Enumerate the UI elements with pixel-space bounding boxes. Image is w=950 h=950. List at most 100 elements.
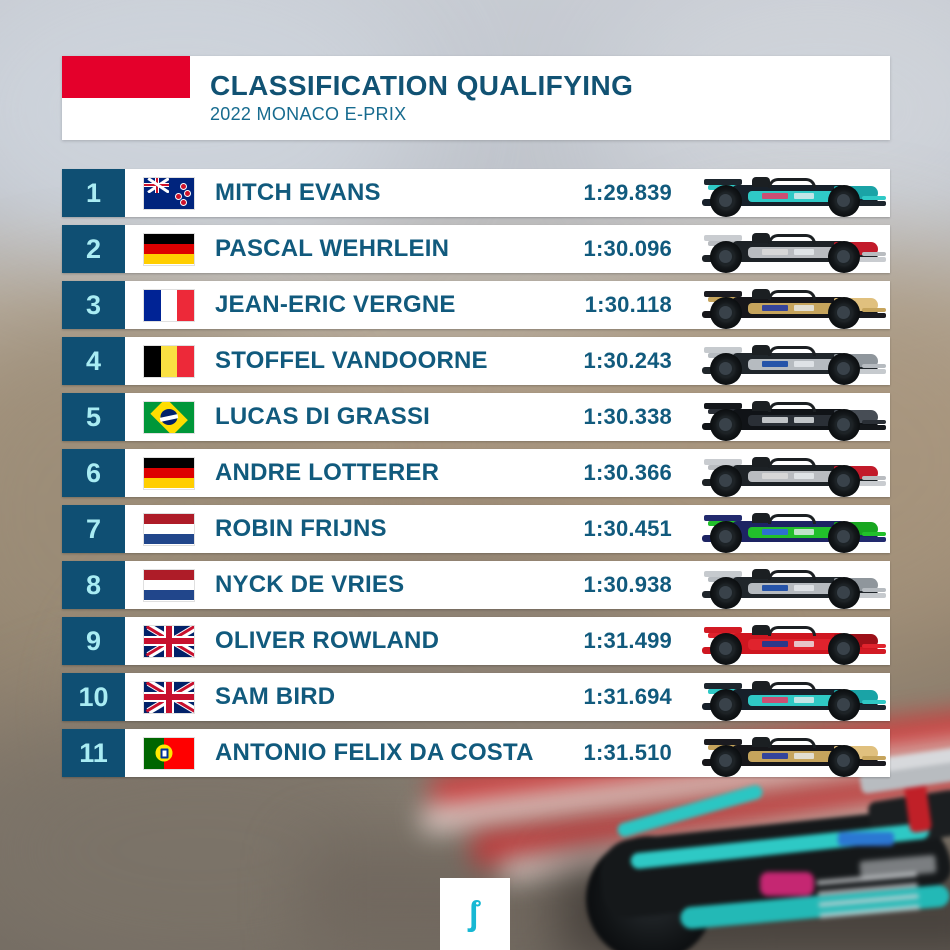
header-card: CLASSIFICATION QUALIFYING 2022 MONACO E-… <box>62 56 890 140</box>
car-front-wing <box>856 257 886 262</box>
flag-icon-be <box>143 344 195 378</box>
car-front-wing-upper <box>862 532 886 536</box>
car-sponsor-chip <box>794 697 814 703</box>
car-front-rim <box>837 642 850 655</box>
car-airbox <box>752 177 770 187</box>
row-content: OLIVER ROWLAND 1:31.499 <box>125 617 890 665</box>
driver-name: LUCAS DI GRASSI <box>215 403 431 430</box>
row-content: ROBIN FRIJNS 1:30.451 <box>125 505 890 553</box>
car-rear-rim <box>719 194 732 207</box>
position-badge: 10 <box>62 673 125 721</box>
car-front-wing-upper <box>862 196 886 200</box>
car-halo <box>768 682 816 692</box>
position-badge: 7 <box>62 505 125 553</box>
driver-name: MITCH EVANS <box>215 179 381 206</box>
car-halo <box>768 402 816 412</box>
classification-row: 10 SAM BIRD 1:31.694 <box>62 673 890 721</box>
car-rear-wing <box>704 179 742 185</box>
car-floor <box>702 199 878 206</box>
car-front-tyre <box>828 465 860 497</box>
header-text-group: CLASSIFICATION QUALIFYING 2022 MONACO E-… <box>190 56 890 140</box>
driver-name: SAM BIRD <box>215 683 336 710</box>
position-badge: 11 <box>62 729 125 777</box>
car-livery-mercedes <box>696 563 888 609</box>
car-sponsor-chip <box>762 697 788 703</box>
car-airbox <box>752 681 770 691</box>
classification-row: 8 NYCK DE VRIES 1:30.938 <box>62 561 890 609</box>
position-badge: 6 <box>62 449 125 497</box>
car-front-rim <box>837 362 850 375</box>
car-front-wing <box>856 425 886 430</box>
car-front-rim <box>837 754 850 767</box>
car-front-wing <box>856 761 886 766</box>
car-front-wing <box>856 481 886 486</box>
car-livery-envision <box>696 507 888 553</box>
lap-time: 1:31.510 <box>583 740 672 765</box>
car-livery-jaguar <box>696 171 888 217</box>
car-front-rim <box>837 306 850 319</box>
car-front-wing-upper <box>862 700 886 704</box>
flag-icon-nz <box>143 176 195 210</box>
formula-e-logo-badge: ƪ <box>440 878 510 950</box>
row-content: ANDRE LOTTERER 1:30.366 <box>125 449 890 497</box>
car-rear-wing <box>704 739 742 745</box>
car-front-wing-upper <box>862 644 886 648</box>
car-front-wing <box>856 201 886 206</box>
car-image <box>694 225 890 273</box>
car-rear-wing <box>704 347 742 353</box>
car-front-rim <box>837 250 850 263</box>
car-front-rim <box>837 698 850 711</box>
car-rear-tyre <box>710 409 742 441</box>
car-rear-rim <box>719 698 732 711</box>
car-floor <box>702 255 878 262</box>
car-front-wing <box>856 593 886 598</box>
car-front-wing-upper <box>862 476 886 480</box>
car-halo <box>768 458 816 468</box>
car-rear-tyre <box>710 745 742 777</box>
car-front-rim <box>837 418 850 431</box>
driver-name: ANTONIO FELIX DA COSTA <box>215 739 534 766</box>
classification-row: 5 LUCAS DI GRASSI 1:30.338 <box>62 393 890 441</box>
position-badge: 5 <box>62 393 125 441</box>
car-halo <box>768 290 816 300</box>
car-image <box>694 281 890 329</box>
position-badge: 3 <box>62 281 125 329</box>
car-halo <box>768 514 816 524</box>
hero-car-tcs-logo <box>760 872 814 896</box>
car-sponsor-chip <box>762 585 788 591</box>
car-airbox <box>752 345 770 355</box>
row-content: ANTONIO FELIX DA COSTA 1:31.510 <box>125 729 890 777</box>
driver-name: NYCK DE VRIES <box>215 571 405 598</box>
car-rear-rim <box>719 474 732 487</box>
car-front-tyre <box>828 689 860 721</box>
car-front-tyre <box>828 353 860 385</box>
car-rear-tyre <box>710 633 742 665</box>
car-halo <box>768 738 816 748</box>
lap-time: 1:31.694 <box>583 684 672 709</box>
position-badge: 9 <box>62 617 125 665</box>
car-front-tyre <box>828 577 860 609</box>
car-front-rim <box>837 194 850 207</box>
car-front-wing <box>856 313 886 318</box>
car-front-tyre <box>828 409 860 441</box>
lap-time: 1:29.839 <box>583 180 672 205</box>
formula-e-logo-icon: ƪ <box>468 895 482 933</box>
classification-row: 7 ROBIN FRIJNS 1:30.451 <box>62 505 890 553</box>
car-image <box>694 169 890 217</box>
classification-row: 1 MITCH EVANS 1:29.839 <box>62 169 890 217</box>
car-sponsor-chip <box>762 193 788 199</box>
car-front-rim <box>837 586 850 599</box>
flag-icon-br <box>143 400 195 434</box>
monaco-flag-icon <box>62 56 190 140</box>
car-front-wing-upper <box>862 756 886 760</box>
flag-icon-fr <box>143 288 195 322</box>
car-front-wing-upper <box>862 364 886 368</box>
car-rear-rim <box>719 250 732 263</box>
car-floor <box>702 647 878 654</box>
car-sponsor-chip <box>762 473 788 479</box>
car-front-wing-upper <box>862 252 886 256</box>
page-subtitle: 2022 MONACO E-PRIX <box>210 104 407 125</box>
car-halo <box>768 626 816 636</box>
car-image <box>694 505 890 553</box>
car-front-wing-upper <box>862 308 886 312</box>
